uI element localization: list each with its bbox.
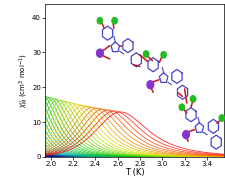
Circle shape xyxy=(143,51,148,57)
Circle shape xyxy=(97,18,102,24)
Circle shape xyxy=(218,115,223,121)
Circle shape xyxy=(146,81,153,89)
Circle shape xyxy=(96,49,103,57)
Circle shape xyxy=(111,18,117,24)
Circle shape xyxy=(182,131,189,139)
Circle shape xyxy=(160,52,166,58)
Y-axis label: $\chi_M''$ (cm$^3$ mol$^{-1}$): $\chi_M''$ (cm$^3$ mol$^{-1}$) xyxy=(17,53,31,108)
X-axis label: T (K): T (K) xyxy=(124,168,144,177)
Circle shape xyxy=(190,96,195,102)
Circle shape xyxy=(178,104,184,110)
